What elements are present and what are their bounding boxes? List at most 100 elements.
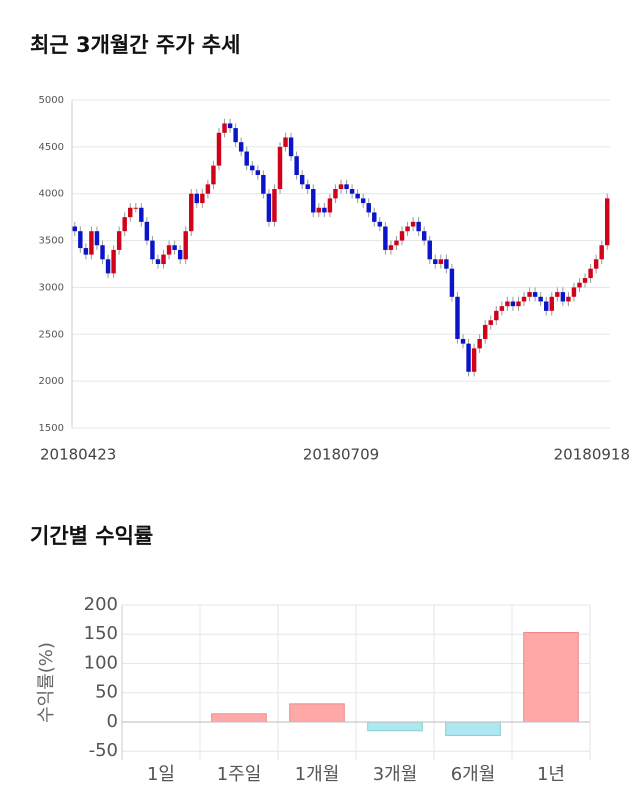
candle-body — [155, 259, 161, 264]
x-tick-label: 1개월 — [295, 764, 340, 785]
y-tick-label: 1500 — [39, 423, 64, 434]
candle-body — [244, 151, 249, 166]
candle-body — [438, 259, 444, 264]
candle-body — [183, 231, 188, 260]
x-tick-label: 20180423 — [40, 446, 116, 464]
candle-body — [360, 198, 366, 204]
y-tick-label: 150 — [84, 623, 118, 644]
candle-body — [327, 198, 333, 213]
candle-body — [161, 254, 166, 264]
candle-body — [272, 189, 277, 222]
candle-body — [388, 245, 394, 250]
candle-body — [250, 165, 255, 171]
candle-body — [227, 123, 233, 129]
candle-body — [582, 278, 588, 283]
candle-body — [416, 221, 421, 232]
y-tick-label: 3500 — [39, 236, 64, 247]
candle-body — [83, 248, 89, 255]
candle-body — [427, 240, 432, 260]
candle-body — [383, 226, 388, 250]
candle-body — [455, 296, 460, 339]
candle-body — [444, 259, 449, 269]
candle-body — [89, 231, 94, 255]
bar — [445, 721, 501, 736]
y-tick-label: 2000 — [39, 376, 64, 387]
candle-body — [316, 207, 322, 213]
candle-body — [372, 212, 377, 222]
candle-body — [233, 128, 238, 143]
bar — [367, 721, 423, 732]
x-tick-label: 1주일 — [217, 764, 262, 785]
candle-body — [111, 249, 116, 274]
candle-body — [449, 268, 455, 297]
x-tick-label: 3개월 — [373, 764, 418, 785]
candle-body — [122, 217, 127, 232]
y-tick-label: 2500 — [39, 329, 64, 340]
candle-body — [510, 301, 516, 307]
candle-body — [355, 193, 360, 199]
candle-body — [116, 231, 122, 250]
candle-body — [527, 292, 532, 297]
candle-body — [222, 123, 227, 133]
y-tick-label: 5000 — [39, 95, 64, 106]
candle-body — [338, 184, 344, 190]
candle-body — [172, 245, 177, 250]
y-tick-label: 3000 — [39, 282, 64, 293]
candle-body — [555, 292, 560, 297]
candle-body — [322, 207, 327, 213]
bar — [289, 703, 345, 723]
candle-body — [410, 221, 416, 227]
candle-body — [305, 184, 310, 190]
candle-body — [299, 174, 305, 185]
candle-body — [593, 259, 599, 269]
candle-body — [566, 296, 571, 302]
candle-body — [543, 301, 549, 311]
candle-body — [349, 189, 355, 194]
candle-body — [333, 189, 338, 199]
candle-body — [516, 301, 521, 307]
y-tick-label: 4500 — [39, 142, 64, 153]
candle-body — [605, 198, 610, 246]
candle-body — [494, 310, 499, 321]
candle-body — [128, 207, 133, 218]
candle-body — [477, 338, 482, 349]
candle-body — [577, 282, 582, 288]
bar — [523, 631, 579, 723]
x-tick-label: 1일 — [147, 764, 175, 785]
candle-body — [261, 174, 266, 194]
bar — [211, 713, 267, 723]
candle-body — [189, 193, 194, 232]
candle-body — [94, 231, 100, 246]
candle-body — [166, 245, 172, 255]
candle-body — [405, 226, 410, 232]
candle-body — [460, 338, 466, 344]
candle-body — [100, 245, 105, 260]
candle-body — [205, 184, 211, 194]
y-axis-label: 수익률(%) — [36, 642, 57, 723]
candle-body — [255, 170, 261, 175]
candle-body — [72, 226, 77, 232]
candle-body — [78, 231, 83, 249]
candle-body — [311, 189, 316, 213]
candle-body — [421, 231, 427, 241]
candle-body — [277, 146, 283, 190]
candle-body — [238, 142, 244, 152]
candle-body — [377, 221, 383, 227]
y-tick-label: 200 — [84, 594, 118, 615]
chart-title: 기간별 수익률 — [30, 524, 153, 548]
candle-body — [283, 137, 288, 147]
candle-body — [133, 207, 139, 209]
candle-body — [588, 268, 593, 279]
y-tick-label: 100 — [84, 652, 118, 673]
candle-body — [549, 296, 554, 311]
candle-body — [150, 240, 155, 260]
candle-body — [194, 193, 200, 204]
candle-body — [571, 287, 577, 297]
candle-body — [399, 231, 405, 241]
candle-body — [366, 203, 371, 213]
candle-body — [599, 245, 604, 260]
candle-body — [532, 292, 538, 297]
x-tick-label: 20180918 — [554, 446, 630, 464]
candle-body — [266, 193, 272, 222]
